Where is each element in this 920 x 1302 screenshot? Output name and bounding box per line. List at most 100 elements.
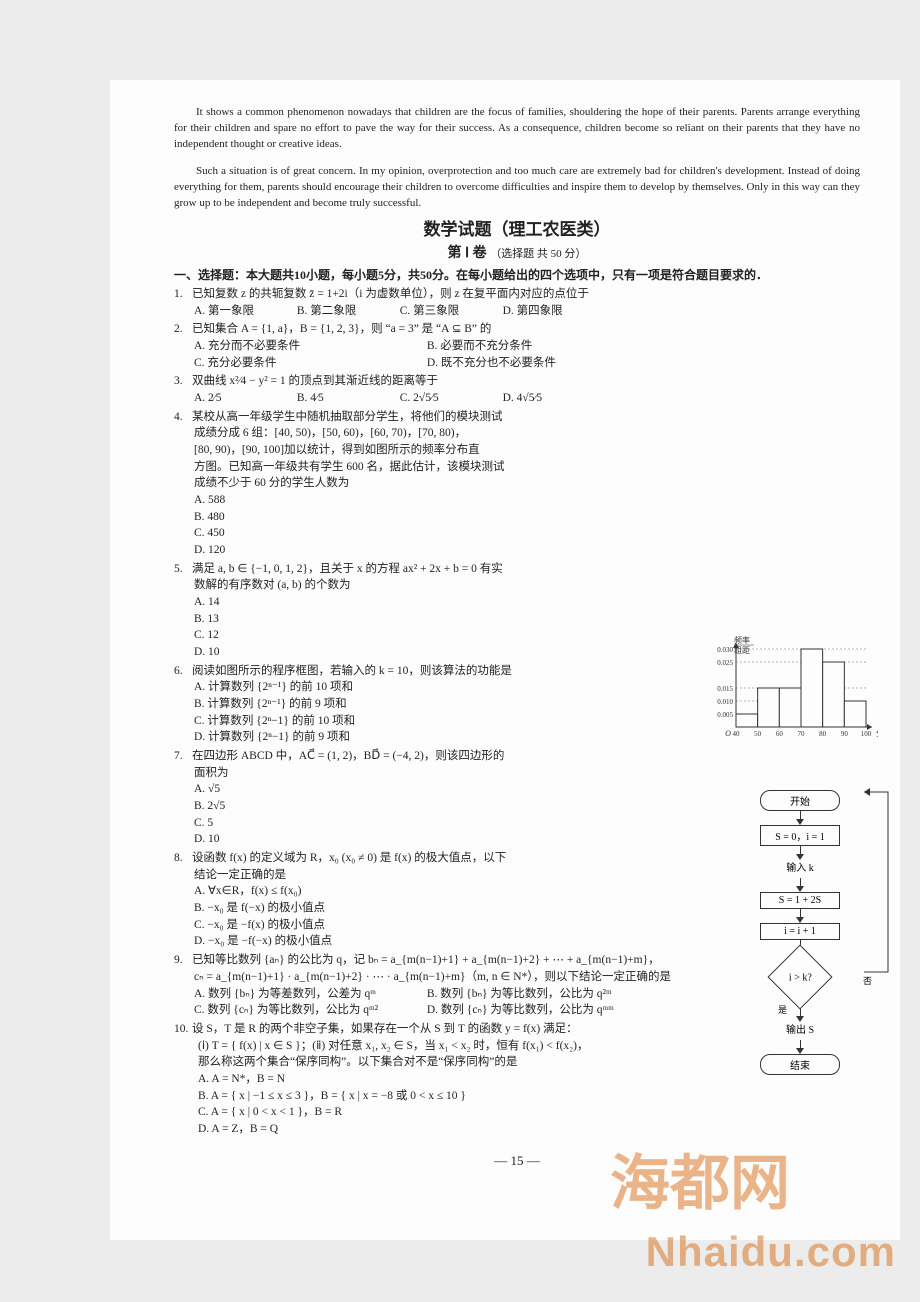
fc-end: 结束	[760, 1054, 840, 1075]
q9-opt-b: B. 数列 {bₙ} 为等比数列，公比为 q²ᵐ	[427, 986, 657, 1003]
question-8: 8.设函数 f(x) 的定义域为 R，x₀ (x₀ ≠ 0) 是 f(x) 的极…	[174, 850, 634, 950]
q3-opt-c: C. 2√5⁄5	[400, 390, 500, 407]
fc-init: S = 0，i = 1	[760, 825, 840, 846]
q7-opt-c: C. 5	[194, 815, 424, 832]
svg-text:100: 100	[861, 730, 872, 738]
question-5: 5.满足 a, b ∈ {−1, 0, 1, 2}，且关于 x 的方程 ax² …	[174, 561, 634, 661]
fc-condition: i > k?	[767, 944, 832, 1009]
q4-l3: [80, 90)，[90, 100]加以统计，得到如图所示的频率分布直	[194, 444, 480, 456]
q6-opt-c: C. 计算数列 {2ⁿ−1} 的前 10 项和	[194, 713, 634, 730]
q7-opt-d: D. 10	[194, 831, 424, 848]
fc-start: 开始	[760, 790, 840, 811]
q1-opt-c: C. 第三象限	[400, 303, 500, 320]
svg-text:60: 60	[776, 730, 784, 738]
q2-opt-a: A. 充分而不必要条件	[194, 338, 424, 355]
q4-opt-d: D. 120	[194, 542, 424, 559]
svg-text:90: 90	[841, 730, 849, 738]
question-6: 6.阅读如图所示的程序框图，若输入的 k = 10，则该算法的功能是 A. 计算…	[174, 663, 634, 746]
q7-l1: 在四边形 ABCD 中，AC⃗ = (1, 2)，BD⃗ = (−4, 2)，则…	[192, 750, 504, 762]
q8-opt-a: A. ∀x∈R，f(x) ≤ f(x₀)	[194, 883, 424, 900]
q2-stem: 已知集合 A = {1, a}，B = {1, 2, 3}，则 “a = 3” …	[192, 323, 491, 335]
q3-opt-d: D. 4√5⁄5	[503, 390, 603, 407]
q4-opt-a: A. 588	[194, 492, 424, 509]
q7-opt-a: A. √5	[194, 781, 424, 798]
svg-text:0.005: 0.005	[717, 711, 733, 719]
q4-l4: 方图。已知高一年级共有学生 600 名，据此估计，该模块测试	[194, 461, 505, 473]
svg-text:0.010: 0.010	[717, 698, 733, 706]
q4-l5: 成绩不少于 60 分的学生人数为	[194, 477, 349, 489]
exam-subtitle: 第 Ⅰ 卷 （选择题 共 50 分）	[174, 244, 860, 264]
q3-opt-b: B. 4⁄5	[297, 390, 397, 407]
question-1: 1.已知复数 z 的共轭复数 z̄ = 1+2i（i 为虚数单位），则 z 在复…	[174, 286, 860, 319]
english-paragraph-2: Such a situation is of great concern. In…	[174, 164, 860, 212]
fc-output: 输出 S	[760, 1022, 840, 1040]
q7-opt-b: B. 2√5	[194, 798, 424, 815]
q5-opt-a: A. 14	[194, 594, 424, 611]
q1-opt-a: A. 第一象限	[194, 303, 294, 320]
q10-l2: (ⅰ) T = { f(x) | x ∈ S }；(ⅱ) 对任意 x₁, x₂ …	[198, 1040, 589, 1052]
q1-opt-b: B. 第二象限	[297, 303, 397, 320]
fc-input: 输入 k	[760, 860, 840, 878]
q8-opt-b: B. −x₀ 是 f(−x) 的极小值点	[194, 900, 424, 917]
q3-stem: 双曲线 x²⁄4 − y² = 1 的顶点到其渐近线的距离等于	[192, 375, 438, 387]
question-3: 3.双曲线 x²⁄4 − y² = 1 的顶点到其渐近线的距离等于 A. 2⁄5…	[174, 373, 860, 406]
svg-text:频率: 频率	[734, 635, 750, 645]
q6-opt-b: B. 计算数列 {2ⁿ⁻¹} 的前 9 项和	[194, 696, 634, 713]
q9-opt-a: A. 数列 {bₙ} 为等差数列，公差为 qᵐ	[194, 986, 424, 1003]
q5-opt-b: B. 13	[194, 611, 424, 628]
svg-text:70: 70	[798, 730, 806, 738]
exam-title: 数学试题（理工农医类）	[174, 218, 860, 243]
fc-step2: i = i + 1	[760, 923, 840, 940]
q4-opt-b: B. 480	[194, 509, 424, 526]
svg-text:40: 40	[733, 730, 741, 738]
q5-l2: 数解的有序数对 (a, b) 的个数为	[194, 579, 351, 591]
q9-l2: cₙ = a_{m(n−1)+1} · a_{m(n−1)+2} · ⋯ · a…	[194, 971, 671, 983]
q10-l1: 设 S，T 是 R 的两个非空子集，如果存在一个从 S 到 T 的函数 y = …	[192, 1023, 578, 1035]
q4-l1: 某校从高一年级学生中随机抽取部分学生，将他们的模块测试	[192, 411, 503, 423]
volume-label: 第 Ⅰ 卷	[448, 246, 487, 261]
q9-opt-c: C. 数列 {cₙ} 为等比数列，公比为 qᵐ²	[194, 1002, 424, 1019]
q10-opt-b: B. A = { x | −1 ≤ x ≤ 3 }，B = { x | x = …	[198, 1088, 860, 1105]
flowchart: 开始 S = 0，i = 1 输入 k S = 1 + 2S i = i + 1…	[730, 790, 870, 1075]
q6-opt-a: A. 计算数列 {2ⁿ⁻¹} 的前 10 项和	[194, 679, 634, 696]
volume-note: （选择题 共 50 分）	[490, 248, 586, 260]
question-7: 7.在四边形 ABCD 中，AC⃗ = (1, 2)，BD⃗ = (−4, 2)…	[174, 748, 634, 848]
question-4: 4.某校从高一年级学生中随机抽取部分学生，将他们的模块测试 成绩分成 6 组：[…	[174, 409, 634, 559]
q4-opt-c: C. 450	[194, 525, 424, 542]
q5-opt-d: D. 10	[194, 644, 424, 661]
english-paragraph-1: It shows a common phenomenon nowadays th…	[174, 105, 860, 153]
q10-l3: 那么称这两个集合“保序同构”。以下集合对不是“保序同构”的是	[198, 1056, 517, 1068]
q2-opt-c: C. 充分必要条件	[194, 355, 424, 372]
fc-yes-label: 是	[778, 1003, 787, 1016]
q10-opt-c: C. A = { x | 0 < x < 1 }，B = R	[198, 1104, 860, 1121]
q6-opt-d: D. 计算数列 {2ⁿ−1} 的前 9 项和	[194, 729, 634, 746]
svg-text:0.030: 0.030	[717, 646, 733, 654]
q8-l1: 设函数 f(x) 的定义域为 R，x₀ (x₀ ≠ 0) 是 f(x) 的极大值…	[192, 852, 506, 864]
q4-l2: 成绩分成 6 组：[40, 50)，[50, 60)，[60, 70)，[70,…	[194, 427, 466, 439]
page-number: — 15 —	[174, 1152, 860, 1171]
q8-opt-c: C. −x₀ 是 −f(x) 的极小值点	[194, 917, 424, 934]
q8-l2: 结论一定正确的是	[194, 869, 286, 881]
svg-text:80: 80	[819, 730, 827, 738]
q5-l1: 满足 a, b ∈ {−1, 0, 1, 2}，且关于 x 的方程 ax² + …	[192, 563, 503, 575]
question-2: 2.已知集合 A = {1, a}，B = {1, 2, 3}，则 “a = 3…	[174, 321, 860, 371]
q10-opt-d: D. A = Z，B = Q	[198, 1121, 860, 1138]
svg-text:分数: 分数	[876, 728, 878, 738]
frequency-histogram: 0.005 0.010 0.015 0.025 0.030 40 50 60 70 80 90 100…	[698, 635, 878, 745]
svg-text:O: O	[725, 729, 731, 738]
q5-opt-c: C. 12	[194, 627, 424, 644]
fc-step1: S = 1 + 2S	[760, 892, 840, 909]
q2-opt-b: B. 必要而不充分条件	[427, 338, 657, 355]
q7-l2: 面积为	[194, 767, 229, 779]
svg-text:50: 50	[754, 730, 762, 738]
q9-opt-d: D. 数列 {cₙ} 为等比数列，公比为 qᵐᵐ	[427, 1002, 657, 1019]
q6-stem: 阅读如图所示的程序框图，若输入的 k = 10，则该算法的功能是	[192, 665, 512, 677]
q9-l1: 已知等比数列 {aₙ} 的公比为 q，记 bₙ = a_{m(n−1)+1} +…	[192, 954, 660, 966]
q1-stem: 已知复数 z 的共轭复数 z̄ = 1+2i（i 为虚数单位），则 z 在复平面…	[192, 288, 589, 300]
svg-text:组距: 组距	[734, 645, 750, 655]
section-instruction: 一、选择题：本大题共10小题，每小题5分，共50分。在每小题给出的四个选项中，只…	[174, 267, 860, 284]
svg-text:0.025: 0.025	[717, 659, 733, 667]
q1-opt-d: D. 第四象限	[503, 303, 603, 320]
q3-opt-a: A. 2⁄5	[194, 390, 294, 407]
svg-text:0.015: 0.015	[717, 685, 733, 693]
